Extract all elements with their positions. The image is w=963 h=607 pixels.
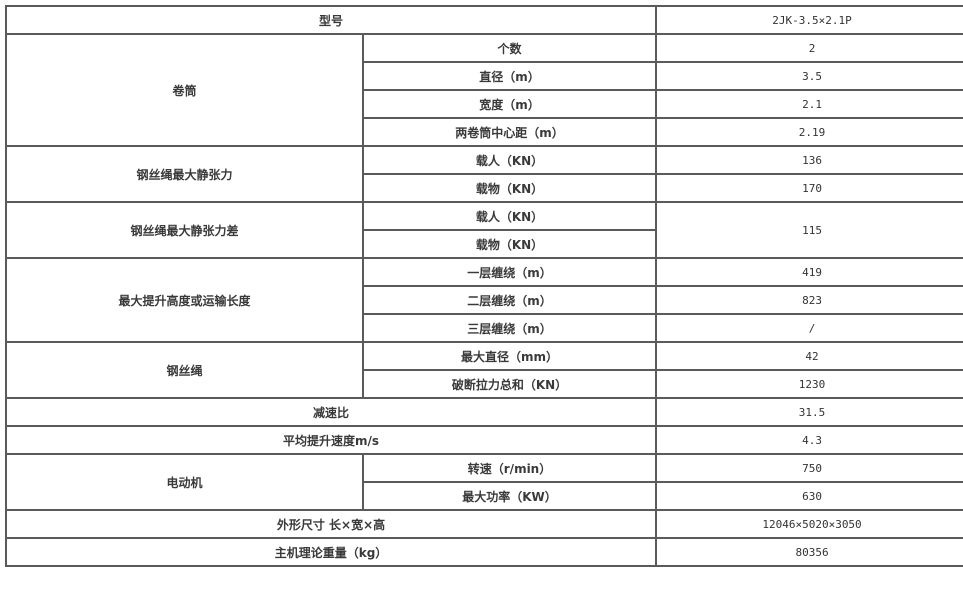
max-static-tension-diff-label: 钢丝绳最大静张力差 <box>5 201 364 259</box>
row-value: 12046×5020×3050 <box>655 509 963 539</box>
row-label: 载物（KN） <box>361 173 658 203</box>
row-value: 3.5 <box>655 61 963 91</box>
row-value: 31.5 <box>655 397 963 427</box>
row-value: 419 <box>655 257 963 287</box>
row-value: 80356 <box>655 537 963 567</box>
row-value: / <box>655 313 963 343</box>
table-row: 主机理论重量（kg） 80356 <box>4 537 963 567</box>
table-row: 卷筒 个数 2 <box>5 33 963 147</box>
row-label: 最大直径（mm） <box>361 341 658 371</box>
row-value: 136 <box>655 145 963 175</box>
row-value: 630 <box>655 481 963 511</box>
table-row: 最大提升高度或运输长度 一层缠绕（m） 419 <box>5 257 963 343</box>
spec-table: 型号 2JK-3.5×2.1P 卷筒 个数 2 直径（m） 3.5 宽度（m） 2.1 两… <box>4 5 963 567</box>
reduction-ratio-label: 减速比 <box>4 397 658 427</box>
row-label: 载人（KN） <box>361 145 658 175</box>
table-row: 载物（KN） <box>6 229 963 259</box>
table-row: 三层缠绕（m） / <box>6 313 963 343</box>
row-value: 115 <box>655 201 963 259</box>
row-label: 宽度（m） <box>361 89 658 119</box>
row-value: 823 <box>655 285 963 315</box>
row-label: 一层缠绕（m） <box>361 257 658 287</box>
table-row: 二层缠绕（m） 823 <box>6 285 963 315</box>
max-lift-label: 最大提升高度或运输长度 <box>5 257 364 343</box>
max-static-tension-label: 钢丝绳最大静张力 <box>5 145 364 203</box>
row-value: 2 <box>655 33 963 63</box>
table-row: 最大功率（KW） 630 <box>6 481 963 511</box>
row-label: 两卷筒中心距（m） <box>361 117 658 147</box>
row-label: 破断拉力总和（KN） <box>361 369 658 399</box>
model-label: 型号 <box>4 5 658 35</box>
row-label: 个数 <box>361 33 658 63</box>
row-label: 载物（KN） <box>361 229 658 259</box>
row-label: 载人（KN） <box>361 201 658 231</box>
table-row: 钢丝绳 最大直径（mm） 42 <box>5 341 963 399</box>
drum-label: 卷筒 <box>5 33 364 147</box>
row-value: 750 <box>655 453 963 483</box>
row-label: 直径（m） <box>361 61 658 91</box>
model-value: 2JK-3.5×2.1P <box>655 5 963 35</box>
row-value: 170 <box>655 173 963 203</box>
table-row: 载物（KN） 170 <box>6 173 963 203</box>
table-row: 减速比 31.5 <box>4 397 963 427</box>
row-value: 2.1 <box>655 89 963 119</box>
rope-label: 钢丝绳 <box>5 341 364 399</box>
dimensions-label: 外形尺寸 长×宽×高 <box>4 509 658 539</box>
table-row: 外形尺寸 长×宽×高 12046×5020×3050 <box>4 509 963 539</box>
table-row: 钢丝绳最大静张力 载人（KN） 136 <box>5 145 963 203</box>
table-row: 平均提升速度m/s 4.3 <box>4 425 963 455</box>
row-value: 1230 <box>655 369 963 399</box>
table-row: 破断拉力总和（KN） 1230 <box>6 369 963 399</box>
row-value: 42 <box>655 341 963 371</box>
weight-label: 主机理论重量（kg） <box>4 537 658 567</box>
motor-label: 电动机 <box>5 453 364 511</box>
table-row: 两卷筒中心距（m） 2.19 <box>6 117 963 147</box>
table-row: 直径（m） 3.5 <box>6 61 963 91</box>
table-row: 宽度（m） 2.1 <box>6 89 963 119</box>
row-value: 2.19 <box>655 117 963 147</box>
table-row: 钢丝绳最大静张力差 载人（KN） 115 <box>5 201 963 259</box>
row-label: 最大功率（KW） <box>361 481 658 511</box>
row-label: 三层缠绕（m） <box>361 313 658 343</box>
avg-speed-label: 平均提升速度m/s <box>4 425 658 455</box>
row-label: 转速（r/min） <box>361 453 658 483</box>
row-label: 二层缠绕（m） <box>361 285 658 315</box>
row-value: 4.3 <box>655 425 963 455</box>
table-row: 电动机 转速（r/min） 750 <box>5 453 963 511</box>
table-row: 型号 2JK-3.5×2.1P <box>4 5 963 35</box>
